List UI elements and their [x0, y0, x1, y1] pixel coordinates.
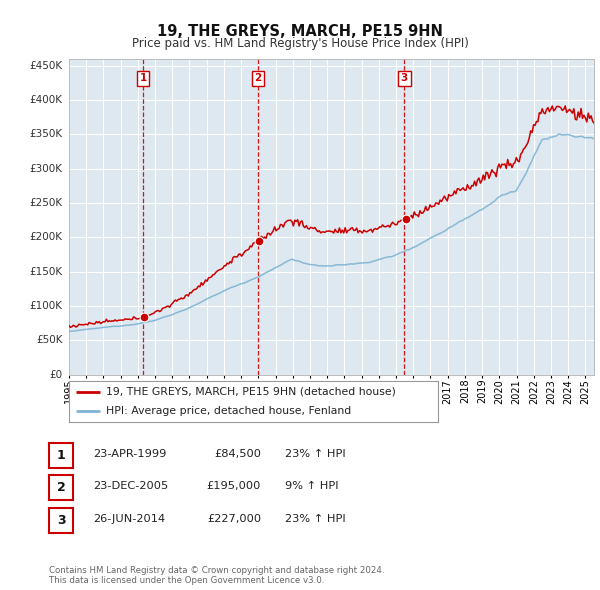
Text: 23-DEC-2005: 23-DEC-2005 — [93, 481, 168, 491]
Point — [254, 236, 263, 245]
Text: £400K: £400K — [30, 95, 63, 105]
Text: £350K: £350K — [29, 129, 63, 139]
Text: 2: 2 — [57, 481, 65, 494]
Text: 19, THE GREYS, MARCH, PE15 9HN: 19, THE GREYS, MARCH, PE15 9HN — [157, 24, 443, 38]
Text: £227,000: £227,000 — [207, 514, 261, 523]
Text: £150K: £150K — [29, 267, 63, 277]
Point — [139, 312, 149, 322]
Text: 23% ↑ HPI: 23% ↑ HPI — [285, 449, 346, 458]
Text: £50K: £50K — [36, 335, 63, 345]
Text: 23% ↑ HPI: 23% ↑ HPI — [285, 514, 346, 523]
Text: £0: £0 — [50, 370, 63, 379]
Text: £84,500: £84,500 — [214, 449, 261, 458]
Text: £450K: £450K — [29, 61, 63, 71]
Text: 23-APR-1999: 23-APR-1999 — [93, 449, 166, 458]
Text: 1: 1 — [57, 449, 65, 462]
Text: 2: 2 — [254, 73, 262, 83]
Text: 26-JUN-2014: 26-JUN-2014 — [93, 514, 165, 523]
Text: 9% ↑ HPI: 9% ↑ HPI — [285, 481, 338, 491]
Text: £200K: £200K — [30, 232, 63, 242]
Text: £100K: £100K — [30, 301, 63, 311]
Text: Price paid vs. HM Land Registry's House Price Index (HPI): Price paid vs. HM Land Registry's House … — [131, 37, 469, 50]
Text: 1: 1 — [140, 73, 147, 83]
Text: Contains HM Land Registry data © Crown copyright and database right 2024.
This d: Contains HM Land Registry data © Crown c… — [49, 566, 385, 585]
Text: £195,000: £195,000 — [206, 481, 261, 491]
Point — [401, 214, 410, 224]
Text: £300K: £300K — [30, 164, 63, 174]
Text: 3: 3 — [401, 73, 408, 83]
Text: £250K: £250K — [29, 198, 63, 208]
Text: 19, THE GREYS, MARCH, PE15 9HN (detached house): 19, THE GREYS, MARCH, PE15 9HN (detached… — [106, 386, 396, 396]
Text: HPI: Average price, detached house, Fenland: HPI: Average price, detached house, Fenl… — [106, 406, 351, 416]
Text: 3: 3 — [57, 514, 65, 527]
